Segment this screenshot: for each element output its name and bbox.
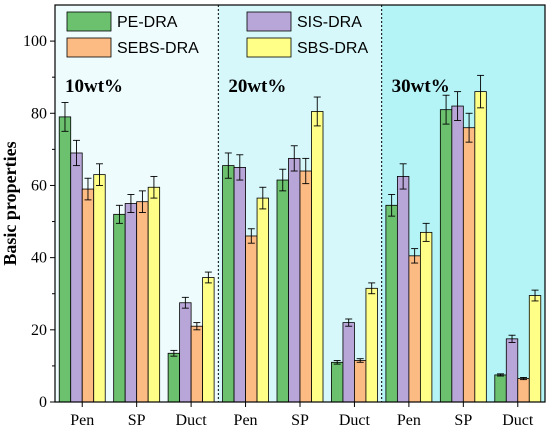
legend-swatch [66,37,112,58]
bar-sbs-dra-pen [419,231,433,403]
bar-sis-dra-pen [233,167,246,403]
bar-pe-dra-pen [222,165,235,403]
x-tick-label: Duct [339,412,371,429]
legend-label: SIS-DRA [297,14,362,31]
bar-sbs-dra-duct [365,287,378,403]
x-tick-label: Pen [70,412,94,429]
panel-title: 30wt% [392,76,450,97]
bar-sebs-dra-sp [136,201,149,403]
x-tick-label: SP [454,412,472,429]
x-tick-label: Pen [234,412,258,429]
bar-pe-dra-duct [331,361,344,403]
y-tick-label: 100 [23,33,47,50]
y-axis-title: Basic properties [0,141,20,265]
legend-label: PE-DRA [117,14,178,31]
bar-pe-dra-sp [276,179,289,403]
bar-sis-dra-pen [70,152,83,403]
y-tick-label: 60 [31,177,47,194]
legend-label: SBS-DRA [297,40,368,57]
legend-label: SEBS-DRA [117,40,199,57]
y-tick-label: 20 [31,322,47,339]
x-tick-label: Duct [176,412,208,429]
legend-swatch [66,11,112,32]
y-tick-label: 40 [31,250,47,267]
bar-sis-dra-duct [505,338,519,403]
legend-swatch [246,37,292,58]
bar-sbs-dra-sp [147,186,161,403]
legend-swatch [246,11,292,32]
bar-sebs-dra-pen [245,235,258,403]
bar-sebs-dra-sp [462,127,476,403]
bars [58,91,542,403]
bar-sis-dra-duct [179,302,192,403]
bar-sebs-dra-pen [81,188,95,403]
bar-sbs-dra-pen [93,174,106,403]
bar-sis-dra-pen [396,176,410,403]
x-tick-label: SP [291,412,309,429]
labels: 10wt% Pen SP Duct 20wt% Pen SP Duct 30wt% Pen SP Du… [0,33,534,429]
axes [50,4,546,407]
bar-sebs-dra-duct [517,378,530,403]
panel-title: 20wt% [228,76,286,97]
panel-title: 10wt% [65,76,123,97]
bar-pe-dra-pen [58,116,72,403]
y-tick-label: 80 [31,105,47,122]
bar-sbs-dra-duct [528,295,542,403]
bar-sebs-dra-sp [299,170,312,403]
error-bars [61,74,539,381]
bar-sis-dra-sp [288,157,301,403]
bar-sbs-dra-sp [311,111,324,403]
bar-pe-dra-sp [439,109,453,403]
bar-sis-dra-duct [342,322,355,403]
bar-sbs-dra-sp [474,91,487,403]
x-tick-label: Pen [397,412,421,429]
bar-sebs-dra-pen [408,255,421,403]
x-tick-label: Duct [502,412,534,429]
bar-pe-dra-pen [385,204,398,403]
x-tick-label: SP [128,412,146,429]
legend: PE-DRA SIS-DRA SEBS-DRA SBS-DRA [66,11,368,58]
bar-sis-dra-sp [124,203,138,403]
bar-pe-dra-sp [113,213,126,403]
bar-sbs-dra-pen [256,197,269,403]
bar-sbs-dra-duct [202,277,215,403]
bar-sebs-dra-duct [354,360,367,403]
y-tick-label: 0 [39,394,47,411]
plot-frame [54,4,546,403]
bar-pe-dra-duct [167,352,181,403]
bar-sebs-dra-duct [190,325,204,403]
bar-pe-dra-duct [494,374,507,403]
bar-sis-dra-sp [451,105,464,403]
